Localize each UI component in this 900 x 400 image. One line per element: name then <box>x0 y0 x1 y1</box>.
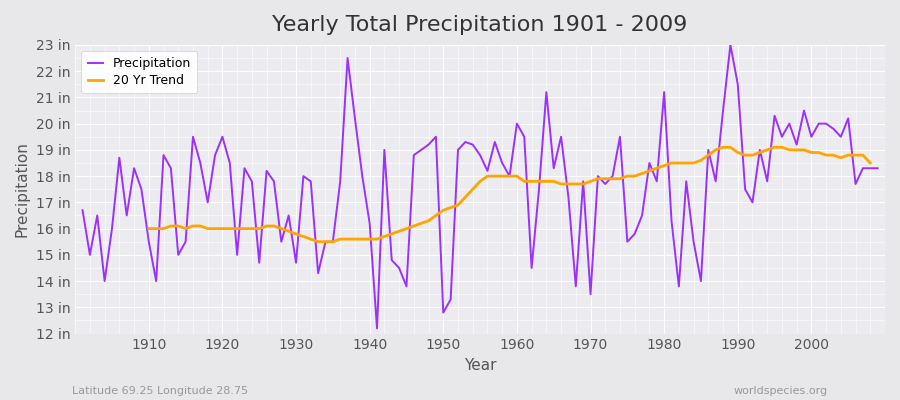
20 Yr Trend <box>143 226 154 231</box>
Precipitation <box>372 326 382 331</box>
Precipitation <box>872 166 883 171</box>
20 Yr Trend <box>342 237 353 242</box>
Y-axis label: Precipitation: Precipitation <box>15 141 30 237</box>
Precipitation <box>77 208 88 213</box>
Precipitation <box>511 121 522 126</box>
20 Yr Trend <box>372 237 382 242</box>
20 Yr Trend <box>534 179 544 184</box>
20 Yr Trend <box>725 145 736 150</box>
Precipitation <box>342 56 353 60</box>
Legend: Precipitation, 20 Yr Trend: Precipitation, 20 Yr Trend <box>81 51 197 93</box>
20 Yr Trend <box>717 145 728 150</box>
20 Yr Trend <box>865 160 876 165</box>
Precipitation <box>298 174 309 178</box>
Precipitation <box>608 174 618 178</box>
20 Yr Trend <box>312 239 323 244</box>
Title: Yearly Total Precipitation 1901 - 2009: Yearly Total Precipitation 1901 - 2009 <box>273 15 688 35</box>
Text: worldspecies.org: worldspecies.org <box>734 386 828 396</box>
Line: 20 Yr Trend: 20 Yr Trend <box>148 147 870 242</box>
Precipitation <box>725 42 736 47</box>
Precipitation <box>519 134 530 139</box>
20 Yr Trend <box>320 239 331 244</box>
20 Yr Trend <box>511 174 522 178</box>
Line: Precipitation: Precipitation <box>83 45 878 328</box>
Precipitation <box>136 187 147 192</box>
X-axis label: Year: Year <box>464 358 496 373</box>
Text: Latitude 69.25 Longitude 28.75: Latitude 69.25 Longitude 28.75 <box>72 386 248 396</box>
